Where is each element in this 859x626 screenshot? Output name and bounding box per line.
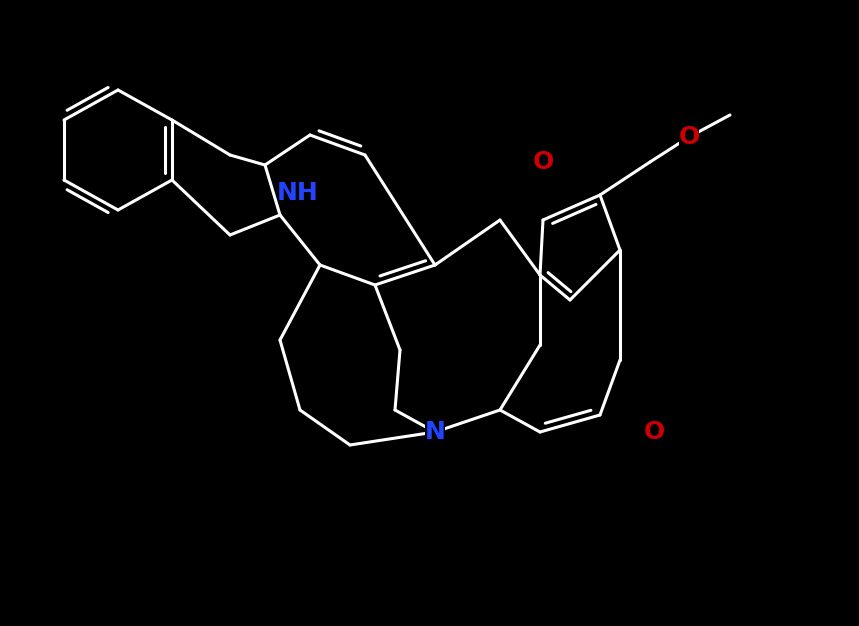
FancyBboxPatch shape bbox=[282, 180, 314, 206]
Text: N: N bbox=[424, 420, 446, 444]
Text: O: O bbox=[643, 420, 665, 444]
FancyBboxPatch shape bbox=[679, 124, 699, 150]
FancyBboxPatch shape bbox=[425, 419, 445, 445]
FancyBboxPatch shape bbox=[533, 149, 553, 175]
Text: NH: NH bbox=[277, 181, 319, 205]
Text: O: O bbox=[533, 150, 553, 174]
FancyBboxPatch shape bbox=[644, 419, 664, 445]
Text: O: O bbox=[679, 125, 699, 149]
